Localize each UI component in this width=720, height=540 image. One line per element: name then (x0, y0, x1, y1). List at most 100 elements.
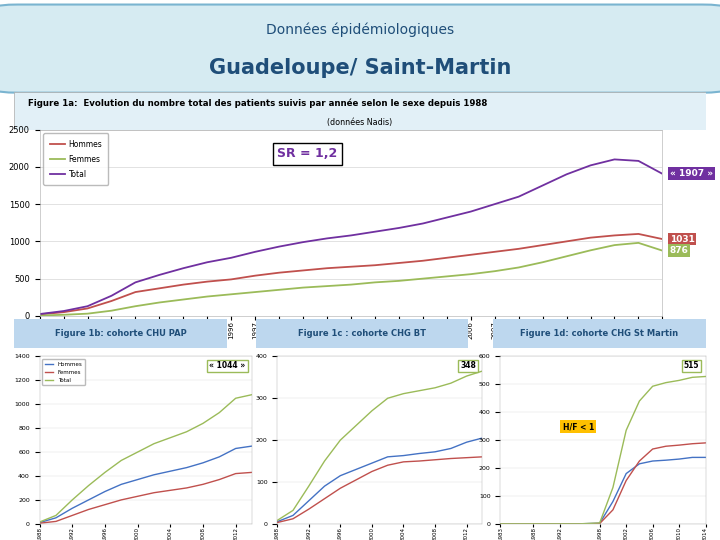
Femmes (490, 268, 499, 274)
Text: Figure 1c : cohorte CHG BT: Figure 1c : cohorte CHG BT (298, 329, 426, 338)
Femmes (275, 287, 284, 293)
Total (478, 368, 487, 374)
Femmes (496, 521, 505, 527)
Hommes (608, 498, 617, 505)
Total (462, 373, 471, 379)
Total (150, 441, 158, 447)
Femmes (562, 253, 571, 260)
Total (199, 420, 207, 427)
Femmes (227, 291, 235, 298)
Total (595, 519, 604, 526)
Hommes (443, 254, 451, 261)
Hommes (529, 521, 538, 527)
Total (635, 398, 644, 404)
Hommes (117, 481, 125, 488)
Hommes (251, 272, 259, 279)
Femmes (415, 458, 423, 464)
Femmes (467, 271, 475, 278)
Text: SR = 1,2: SR = 1,2 (277, 147, 338, 160)
Femmes (608, 507, 617, 513)
Total (586, 162, 595, 168)
Hommes (395, 260, 403, 266)
Total (608, 484, 617, 491)
Hommes (320, 483, 329, 489)
Total (446, 380, 455, 387)
Hommes (371, 262, 379, 268)
Femmes (320, 496, 329, 502)
Hommes (610, 232, 618, 239)
Femmes (662, 443, 670, 449)
Femmes (368, 468, 377, 475)
Total (336, 437, 345, 443)
Total (395, 225, 403, 231)
Femmes (529, 521, 538, 527)
Total (467, 208, 475, 215)
Text: Figure 1b: cohorte CHU PAP: Figure 1b: cohorte CHU PAP (55, 329, 186, 338)
Femmes (675, 442, 683, 448)
Femmes (59, 312, 68, 318)
Hommes (446, 445, 455, 451)
Femmes (117, 497, 125, 503)
Hommes (275, 269, 284, 276)
Hommes (622, 470, 631, 477)
Femmes (575, 521, 584, 527)
Femmes (701, 440, 710, 446)
Femmes (305, 506, 313, 512)
Total (542, 521, 551, 527)
Hommes (542, 521, 551, 527)
Total (179, 265, 188, 272)
Total (368, 408, 377, 414)
Hommes (467, 252, 475, 258)
Hommes (166, 468, 175, 475)
Femmes (395, 278, 403, 284)
Total (688, 374, 697, 381)
Total (215, 409, 224, 416)
Femmes (133, 493, 142, 500)
Hommes (431, 449, 439, 455)
Hommes (179, 281, 188, 288)
Hommes (68, 505, 76, 511)
Line: Total: Total (500, 376, 706, 524)
Total (610, 156, 618, 163)
Hommes (107, 298, 116, 304)
Femmes (35, 520, 44, 526)
Total (701, 373, 710, 380)
Hommes (415, 450, 423, 457)
Hommes (273, 518, 282, 525)
Hommes (383, 454, 392, 460)
Femmes (371, 279, 379, 286)
Total (182, 429, 191, 435)
Hommes (248, 443, 256, 449)
Total (251, 248, 259, 255)
Hommes (496, 521, 505, 527)
Total (529, 521, 538, 527)
Hommes (336, 472, 345, 479)
Total (155, 272, 163, 278)
Total (68, 497, 76, 503)
Hommes (84, 305, 92, 312)
Hommes (35, 519, 44, 526)
Hommes (323, 265, 331, 272)
Hommes (203, 279, 212, 285)
Hommes (634, 231, 643, 237)
Femmes (509, 521, 518, 527)
Femmes (273, 519, 282, 526)
Total (383, 395, 392, 402)
Femmes (418, 275, 427, 282)
Total (352, 422, 361, 429)
Hommes (418, 258, 427, 264)
Total (662, 380, 670, 386)
Total (415, 388, 423, 394)
Total (299, 239, 307, 245)
Total (634, 158, 643, 164)
Total (289, 507, 297, 514)
Text: « 1907 »: « 1907 » (670, 170, 713, 178)
Total (371, 228, 379, 235)
Total (59, 308, 68, 314)
Total (52, 512, 60, 518)
Femmes (539, 259, 547, 266)
Hommes (101, 488, 109, 495)
Femmes (203, 293, 212, 300)
Total (84, 482, 93, 489)
Femmes (231, 470, 240, 477)
